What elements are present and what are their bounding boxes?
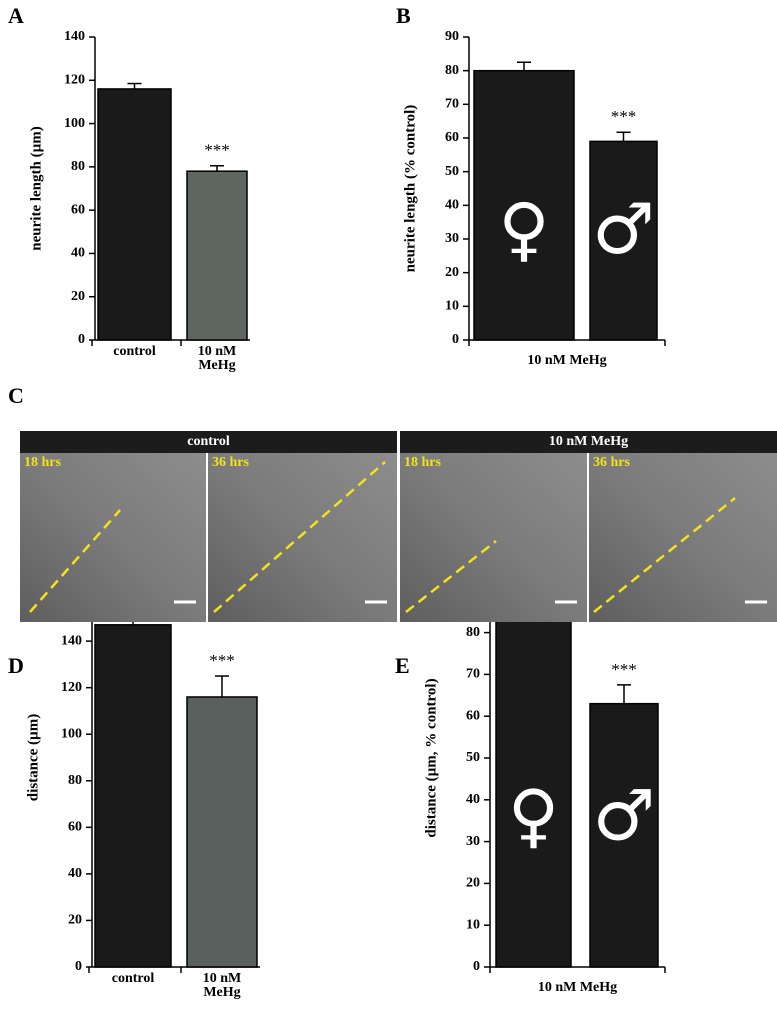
y-tick-label: 70 [466,667,480,682]
migration-line [213,461,386,613]
bar-symbol: ♀ [498,188,549,270]
y-tick-label: 60 [445,130,459,145]
panel-label: B [396,3,411,28]
bar [589,140,658,341]
image-group-title: 10 nM MeHg [549,434,628,449]
y-tick-label: 80 [71,159,85,174]
y-tick-label: 80 [445,63,459,78]
y-tick-label: 40 [466,792,480,807]
time-label: 36 hrs [212,455,250,470]
bar [97,88,172,341]
bar-symbol: ♂ [592,188,655,270]
panel-label: E [395,653,410,678]
y-tick-label: 0 [473,959,480,974]
y-tick-label: 50 [445,164,459,179]
y-tick-label: 10 [445,299,459,314]
y-axis-label: distance (µm, % control) [423,678,439,837]
migration-line [405,540,497,613]
x-axis-label: 10 nM MeHg [538,980,617,995]
y-tick-label: 80 [466,625,480,640]
x-tick-label-box: 10 nM MeHg [202,972,242,1000]
time-label: 18 hrs [24,455,62,470]
image-header [400,431,777,453]
y-tick-label: 140 [61,633,82,648]
y-tick-label: 10 [466,917,480,932]
y-tick-label: 0 [78,332,85,347]
y-tick-label: 0 [452,332,459,347]
significance: *** [209,651,235,670]
x-tick-label: 10 nM MeHg [202,972,242,1000]
y-tick-label: 30 [466,834,480,849]
migration-line [593,497,736,613]
x-tick-label: 10 nM MeHg [197,345,237,373]
panel-label: D [8,653,24,678]
time-label: 18 hrs [404,455,442,470]
y-tick-label: 120 [61,680,82,695]
y-tick-label: 100 [64,116,85,131]
migration-line [29,509,121,613]
y-tick-label: 20 [466,876,480,891]
y-tick-label: 60 [68,820,82,835]
x-tick-label-box: control [111,972,155,986]
panel-label: C [8,383,24,408]
y-tick-label: 120 [64,73,85,88]
bar [473,69,575,341]
y-tick-label: 140 [64,29,85,44]
y-axis-label: neurite length (µm) [28,126,44,250]
bar-symbol: ♀ [508,775,559,857]
x-axis-label: 10 nM MeHg [527,353,606,368]
significance: *** [611,660,637,679]
y-axis-label: neurite length (% control) [402,105,418,273]
y-tick-label: 40 [68,866,82,881]
bar [589,702,659,968]
micrograph [20,453,206,622]
x-tick-label-box: 10 nM MeHg [197,345,237,373]
y-tick-label: 20 [71,289,85,304]
y-tick-label: 30 [445,231,459,246]
y-tick-label: 90 [445,29,459,44]
bar [186,170,248,341]
y-tick-label: 20 [68,913,82,928]
time-label: 36 hrs [593,455,631,470]
bar [94,624,172,968]
x-tick-label: control [113,345,156,359]
x-tick-label: control [111,972,155,986]
image-header [20,431,397,453]
x-tick-label-box: control [113,345,156,359]
y-tick-label: 40 [71,246,85,261]
y-tick-label: 20 [445,265,459,280]
panel-label: A [8,3,24,28]
bar-symbol: ♂ [593,775,656,857]
bar [495,608,572,968]
y-tick-label: 50 [466,750,480,765]
y-tick-label: 0 [75,959,82,974]
y-tick-label: 70 [445,97,459,112]
y-tick-label: 60 [71,202,85,217]
significance: *** [204,141,230,160]
y-tick-label: 40 [445,198,459,213]
y-tick-label: 100 [61,726,82,741]
significance: *** [611,107,637,126]
y-tick-label: 80 [68,773,82,788]
micrograph [208,453,397,622]
image-group-title: control [187,434,230,449]
bar [186,696,258,968]
y-axis-label: distance (µm) [25,714,41,801]
micrograph [589,453,777,622]
micrograph [400,453,587,622]
y-tick-label: 60 [466,708,480,723]
